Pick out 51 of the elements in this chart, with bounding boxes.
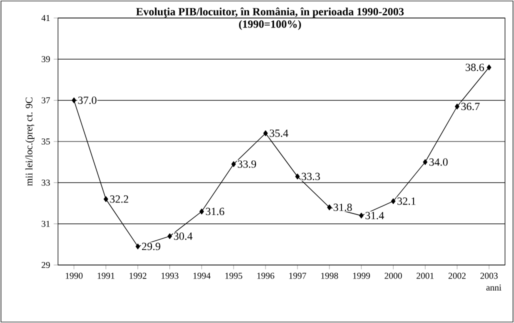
x-tick-label: 1993 (162, 272, 178, 279)
y-tick-label: 29 (42, 262, 50, 268)
chart-subtitle: (1990=100%) (239, 20, 301, 30)
data-label: 31.4 (366, 212, 384, 220)
point (231, 161, 236, 167)
y-tick-label: 31 (42, 220, 50, 227)
data-label: 34.0 (429, 158, 448, 166)
x-axis-title: anni (486, 284, 502, 291)
y-tick-label: 41 (41, 15, 50, 21)
data-label: 33.3 (302, 172, 320, 180)
x-tick-label: 2002 (448, 272, 466, 279)
data-label: 33.9 (238, 160, 256, 168)
x-tick-label: 1999 (353, 272, 370, 279)
y-tick-label: 35 (42, 138, 50, 145)
point (359, 212, 364, 218)
point (422, 159, 428, 165)
point (486, 64, 492, 70)
y-tick-label: 37 (42, 97, 50, 104)
x-tick-label: 1994 (194, 272, 211, 279)
x-tick-label: 1997 (289, 272, 306, 279)
y-axis-title: mii lei/loc.(preț ct. 9C (25, 97, 34, 186)
point (136, 244, 140, 250)
x-tick-label: 2000 (384, 272, 402, 279)
x-tick-label: 1991 (98, 272, 114, 279)
data-label: 31.6 (206, 208, 224, 216)
point (72, 97, 76, 104)
data-label: 35.4 (270, 130, 288, 137)
y-tick-label: 33 (42, 180, 50, 186)
x-tick-label: 1998 (321, 272, 338, 279)
point (104, 196, 108, 202)
x-tick-label: 1996 (257, 272, 274, 279)
x-tick-label: 2001 (416, 272, 434, 279)
data-label: 38.6 (466, 64, 484, 72)
x-tick-label: 1990 (66, 272, 83, 279)
chart-title: Evoluţia PIB/locuitor, în România, în perioada 1990-2003 (136, 8, 404, 18)
data-label: 29.9 (142, 242, 160, 250)
x-tick-label: 1992 (130, 272, 146, 279)
data-label: 32.2 (110, 195, 128, 203)
point (263, 130, 268, 136)
data-label: 36.7 (461, 102, 480, 110)
point (199, 208, 204, 214)
data-label: 37.0 (78, 96, 96, 104)
point (454, 104, 460, 110)
data-label: 30.4 (174, 232, 192, 240)
point (327, 204, 332, 210)
data-label: 32.1 (397, 197, 416, 205)
x-tick-label: 1995 (225, 272, 242, 279)
data-label: 31.8 (334, 204, 352, 212)
x-tick-label: 2003 (480, 272, 498, 279)
point (295, 174, 300, 180)
y-tick-label: 39 (42, 56, 50, 62)
